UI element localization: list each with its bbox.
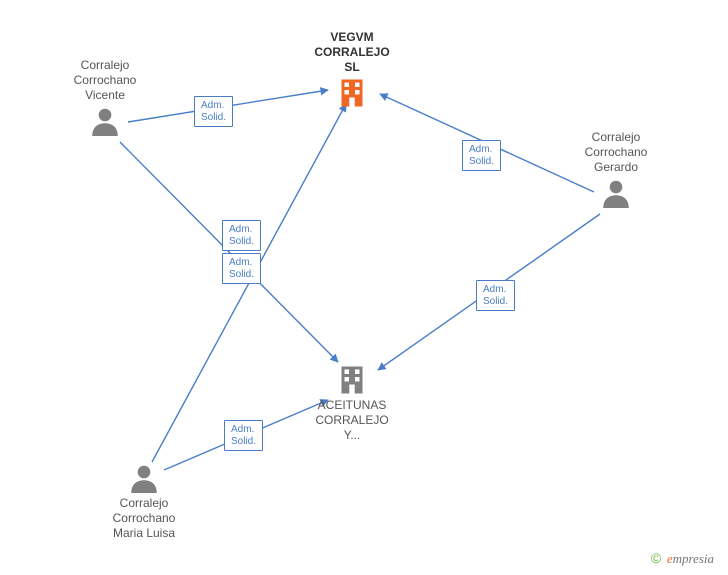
building-icon: [312, 75, 392, 111]
edge-label-gerardo-aceitunas: Adm. Solid.: [476, 280, 515, 311]
node-vicente-label: Corralejo Corrochano Vicente: [70, 58, 140, 103]
edge-label-vicente-vegvm: Adm. Solid.: [194, 96, 233, 127]
node-vegvm-label: VEGVM CORRALEJO SL: [312, 30, 392, 75]
building-icon: [312, 362, 392, 398]
node-aceitunas-label: ACEITUNAS CORRALEJO Y...: [312, 398, 392, 443]
node-vegvm[interactable]: VEGVM CORRALEJO SL: [312, 30, 392, 111]
person-icon: [580, 175, 652, 211]
brand-text: empresia: [667, 551, 714, 566]
edge-label-gerardo-vegvm: Adm. Solid.: [462, 140, 501, 171]
person-icon: [70, 103, 140, 139]
node-aceitunas[interactable]: ACEITUNAS CORRALEJO Y...: [312, 362, 392, 443]
edge-label-vicente-aceitunas: Adm. Solid.: [222, 253, 261, 284]
edge-label-maria-vegvm: Adm. Solid.: [222, 220, 261, 251]
node-maria-label: Corralejo Corrochano Maria Luisa: [108, 496, 180, 541]
copyright-icon: ©: [651, 550, 661, 566]
node-vicente[interactable]: Corralejo Corrochano Vicente: [70, 58, 140, 139]
diagram-canvas: VEGVM CORRALEJO SL Corralejo Corrochano …: [0, 0, 728, 575]
person-icon: [108, 460, 180, 496]
node-gerardo[interactable]: Corralejo Corrochano Gerardo: [580, 130, 652, 211]
edge-label-maria-aceitunas: Adm. Solid.: [224, 420, 263, 451]
watermark: © empresia: [651, 550, 714, 567]
node-gerardo-label: Corralejo Corrochano Gerardo: [580, 130, 652, 175]
node-maria[interactable]: Corralejo Corrochano Maria Luisa: [108, 460, 180, 541]
